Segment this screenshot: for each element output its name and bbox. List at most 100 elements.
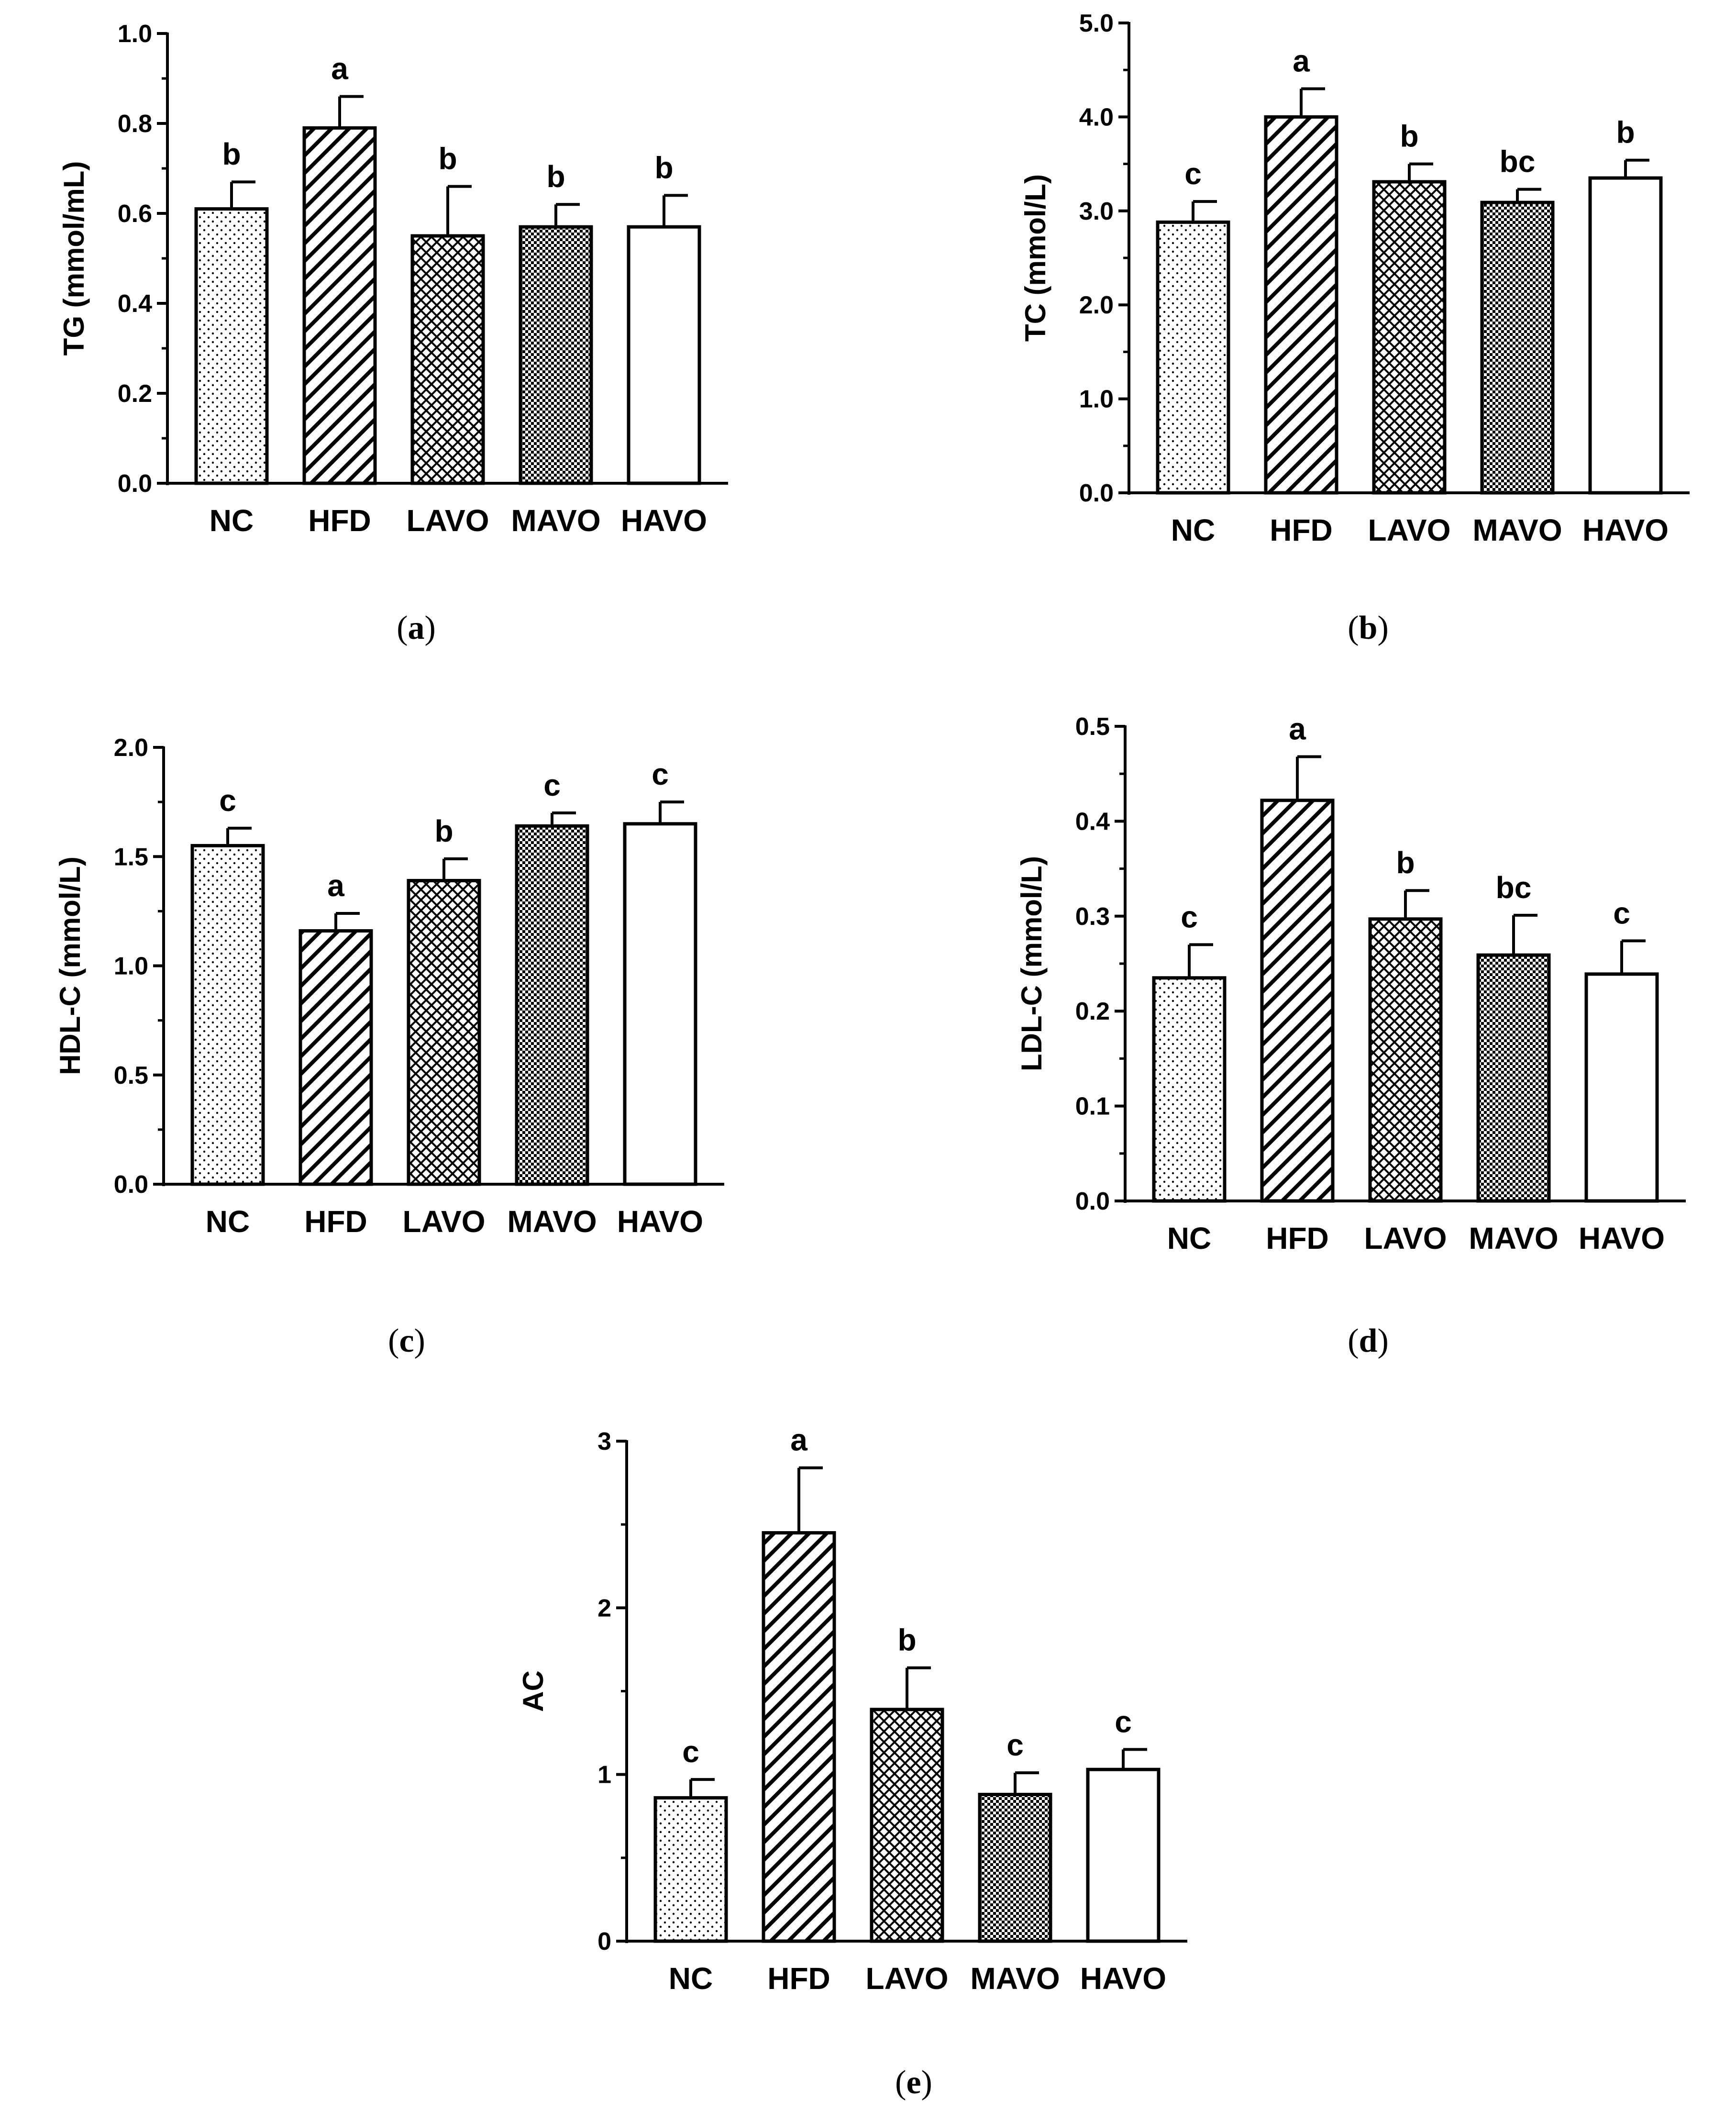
y-tick-label: 0.3 [1075, 903, 1110, 931]
y-tick-label: 1.5 [114, 843, 148, 871]
significance-letter: b [438, 142, 457, 176]
y-tick-label: 1.0 [114, 953, 148, 980]
x-tick-label: LAVO [865, 1961, 948, 1996]
y-tick-label: 3.0 [1079, 198, 1114, 225]
x-tick-label: HFD [308, 503, 371, 538]
bar-a-havo [627, 225, 701, 485]
x-tick-label: NC [669, 1961, 713, 1996]
caption-c: (c) [388, 1322, 425, 1359]
panel-e: 0 1 2 3 AC c NC a HFD b LAVO c MAVO c HAVO [517, 1423, 1187, 1996]
significance-letter: c [1006, 1728, 1024, 1762]
y-tick-label: 0.8 [118, 110, 152, 138]
caption-b: (b) [1348, 610, 1389, 646]
caption-e: (e) [895, 2064, 932, 2101]
caption-a: (a) [397, 610, 436, 646]
x-tick-label: HAVO [617, 1204, 703, 1239]
x-tick-label: MAVO [1469, 1221, 1558, 1255]
bar-c-lavo [407, 878, 481, 1186]
bar-e-mavo [978, 1792, 1052, 1943]
significance-letter: a [1289, 711, 1306, 746]
panel-a: 0.0 0.2 0.4 0.6 0.8 1.0 TG (mmol/mL) b NC a HFD b LA… [58, 20, 728, 538]
bar-e-lavo [870, 1708, 944, 1943]
x-tick-label: HAVO [1579, 1221, 1665, 1255]
bar-c-mavo [515, 824, 589, 1186]
x-tick-label: HFD [1266, 1221, 1329, 1255]
y-tick-label: 0.0 [1079, 479, 1114, 507]
y-tick-label: 1 [597, 1761, 611, 1789]
significance-letter: b [546, 159, 565, 194]
significance-letter: a [327, 868, 344, 903]
bar-b-mavo [1480, 200, 1555, 495]
significance-letter: b [1396, 845, 1415, 880]
significance-letter: c [543, 768, 561, 802]
x-tick-label: NC [1167, 1221, 1211, 1255]
bar-a-nc [194, 207, 269, 485]
significance-letter: c [1181, 900, 1198, 934]
x-tick-label: LAVO [1368, 513, 1450, 547]
bar-d-lavo [1368, 917, 1443, 1203]
significance-letter: b [434, 814, 453, 848]
x-tick-label: HFD [1270, 513, 1333, 547]
y-tick-label: 3 [597, 1428, 611, 1455]
bar-e-havo [1086, 1767, 1161, 1943]
significance-letter: a [331, 52, 348, 86]
panel-d: 0.0 0.1 0.2 0.3 0.4 0.5 LDL-C (mmol/L) c NC a HFD b… [1016, 711, 1686, 1255]
x-tick-label: NC [1171, 513, 1215, 547]
y-tick-label: 1.0 [118, 20, 152, 48]
y-tick-label: 0.1 [1075, 1093, 1110, 1121]
x-tick-label: MAVO [511, 503, 600, 538]
panel-b: 0.0 1.0 2.0 3.0 4.0 5.0 TC (mmol/L) c NC a HFD b LAV… [1019, 10, 1690, 547]
y-tick-label: 0.4 [118, 290, 152, 318]
x-tick-label: MAVO [1472, 513, 1562, 547]
y-tick-label: 0.2 [118, 380, 152, 408]
bar-d-hfd [1260, 799, 1335, 1203]
y-tick-label: 2.0 [114, 734, 148, 762]
bar-e-hfd [762, 1531, 836, 1943]
bar-d-havo [1584, 972, 1659, 1203]
significance-letter: b [222, 137, 241, 171]
y-tick-label: 0.5 [114, 1062, 148, 1089]
y-tick-label: 0.2 [1075, 998, 1110, 1025]
x-tick-label: MAVO [970, 1961, 1060, 1996]
x-tick-label: LAVO [402, 1204, 485, 1239]
caption-d: (d) [1348, 1322, 1389, 1359]
significance-letter: c [652, 757, 669, 791]
bar-b-nc [1156, 220, 1230, 495]
y-tick-label: 0.0 [114, 1171, 148, 1199]
x-tick-label: HFD [767, 1961, 830, 1996]
bar-b-lavo [1372, 180, 1447, 495]
y-tick-label: 0.0 [118, 470, 152, 498]
x-tick-label: HAVO [1582, 513, 1669, 547]
significance-letter: b [1616, 115, 1635, 150]
significance-letter: c [682, 1734, 699, 1769]
x-tick-label: HAVO [621, 503, 707, 538]
bar-c-hfd [299, 929, 373, 1186]
panel-c: 0.0 0.5 1.0 1.5 2.0 HDL-C (mmol/L) c NC a HFD b LAV… [54, 734, 724, 1239]
y-tick-label: 2.0 [1079, 291, 1114, 319]
y-axis-label-c: HDL-C (mmol/L) [54, 856, 86, 1075]
bar-a-lavo [410, 234, 485, 485]
significance-letter: a [790, 1423, 807, 1457]
y-tick-label: 0.6 [118, 200, 152, 228]
y-tick-label: 0.4 [1075, 808, 1110, 835]
bar-e-nc [653, 1796, 728, 1943]
x-tick-label: LAVO [1364, 1221, 1447, 1255]
x-tick-label: NC [206, 1204, 250, 1239]
significance-letter: c [1115, 1704, 1132, 1739]
y-axis-label-b: TC (mmol/L) [1019, 174, 1051, 342]
x-tick-label: NC [210, 503, 254, 538]
bar-c-nc [190, 844, 265, 1186]
bar-b-havo [1588, 176, 1663, 495]
x-tick-label: MAVO [507, 1204, 597, 1239]
bar-b-hfd [1264, 115, 1338, 495]
bar-a-hfd [302, 126, 377, 485]
bar-c-havo [623, 822, 697, 1186]
x-tick-label: HFD [304, 1204, 367, 1239]
y-axis-label-a: TG (mmol/mL) [58, 161, 90, 356]
y-tick-label: 0.5 [1075, 713, 1110, 741]
significance-letter: bc [1496, 870, 1532, 905]
significance-letter: b [1400, 119, 1418, 154]
x-tick-label: HAVO [1080, 1961, 1166, 1996]
significance-letter: bc [1500, 144, 1536, 179]
